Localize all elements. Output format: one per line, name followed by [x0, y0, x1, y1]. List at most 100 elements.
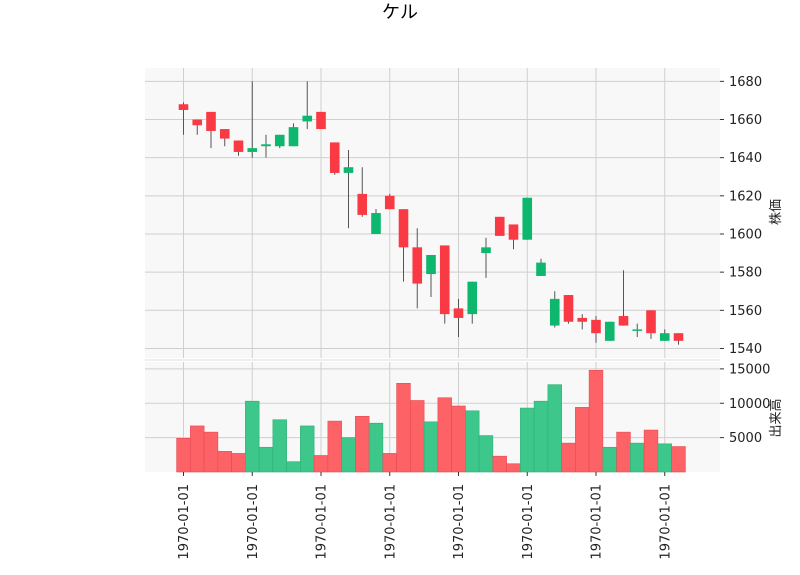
candle-body — [206, 111, 216, 131]
candle-body — [439, 245, 450, 315]
candle — [494, 216, 505, 236]
candle-body — [261, 144, 271, 147]
candle — [439, 245, 450, 324]
candle — [219, 129, 230, 147]
candle — [577, 314, 588, 330]
volume-bar — [643, 429, 659, 473]
candle-body — [494, 216, 505, 236]
x-tick-label: 1970-01-01 — [658, 484, 673, 560]
x-tick-label: 1970-01-01 — [246, 484, 261, 560]
candle — [371, 209, 381, 234]
candle-body — [632, 329, 643, 331]
candle — [233, 140, 244, 156]
candle — [481, 237, 491, 278]
volume-bar — [437, 397, 452, 473]
volume-axis-label: 出来高 — [768, 398, 784, 437]
candle-body — [549, 298, 560, 326]
x-axis: 1970-01-01 1970-01-01 1970-01-01 1970-01-01… — [177, 472, 673, 560]
candle — [453, 298, 464, 338]
price-tick-label: 1620 — [729, 189, 762, 204]
candle-body — [371, 213, 381, 234]
candle — [302, 81, 313, 130]
candle — [536, 258, 546, 276]
candle-body — [384, 195, 395, 210]
volume-tick-label: 15000 — [729, 362, 770, 377]
candle-body — [274, 134, 285, 147]
candle-body — [357, 193, 368, 215]
candle-body — [522, 197, 533, 240]
volume-bar — [616, 431, 631, 473]
volume-bar — [258, 446, 274, 473]
volume-bar — [575, 407, 590, 473]
candle — [274, 134, 285, 149]
candle-body — [481, 247, 491, 254]
candle — [247, 81, 258, 158]
volume-bar — [492, 455, 507, 473]
volume-bar — [410, 400, 425, 473]
candle-body — [453, 308, 464, 318]
candle-body — [288, 127, 299, 147]
candle-body — [178, 104, 189, 110]
volume-bar — [300, 425, 315, 473]
volume-bar — [231, 453, 246, 473]
candle — [646, 310, 656, 339]
price-tick-label: 1640 — [729, 151, 762, 166]
volume-bar — [478, 435, 494, 473]
candle-body — [591, 319, 601, 334]
volume-bar — [588, 369, 604, 473]
volume-tick-label: 10000 — [729, 397, 770, 412]
price-tick-label: 1600 — [729, 227, 762, 242]
volume-bar — [272, 419, 287, 473]
candle-body — [508, 224, 519, 240]
volume-bar — [286, 461, 301, 473]
x-tick-label: 1970-01-01 — [315, 484, 330, 560]
candle — [618, 270, 629, 326]
candle — [178, 102, 189, 135]
candle — [604, 321, 615, 341]
price-axis-label: 株価 — [769, 199, 784, 225]
volume-panel: 5000 10000 15000 — [145, 359, 770, 473]
candle-body — [426, 254, 436, 275]
volume-bar — [190, 425, 205, 473]
candle-body — [302, 115, 313, 122]
candle-body — [467, 281, 478, 315]
candle — [522, 197, 533, 240]
candle-body — [329, 142, 340, 173]
candle — [508, 224, 519, 250]
candle — [673, 333, 684, 345]
price-tick-label: 1560 — [729, 304, 762, 319]
candle-body — [247, 148, 258, 152]
price-tick-label: 1540 — [729, 342, 762, 357]
volume-bar — [520, 407, 535, 473]
price-tick-label: 1680 — [729, 75, 762, 90]
candle — [467, 281, 478, 324]
price-tick-label: 1580 — [729, 266, 762, 281]
volume-bar — [355, 416, 370, 473]
candle — [632, 323, 643, 338]
volume-bar — [368, 422, 384, 473]
candle-body — [219, 129, 230, 139]
volume-bar — [630, 442, 645, 473]
volume-bar — [506, 463, 521, 473]
volume-bar — [396, 383, 411, 473]
candle — [384, 193, 395, 210]
volume-bar — [533, 400, 549, 473]
candle-body — [233, 140, 244, 152]
candle-body — [563, 295, 574, 322]
candle-body — [412, 247, 423, 284]
candle — [288, 123, 299, 147]
x-tick-label: 1970-01-01 — [452, 484, 467, 560]
candle-body — [646, 310, 656, 334]
candle — [192, 119, 203, 135]
candle — [412, 228, 423, 309]
volume-bar — [657, 443, 672, 473]
volume-bar — [451, 405, 466, 473]
candle-body — [192, 119, 203, 126]
candle — [343, 150, 354, 229]
volume-bar — [561, 442, 576, 473]
x-tick-label: 1970-01-01 — [521, 484, 536, 560]
volume-bar — [203, 431, 219, 473]
volume-bar — [217, 451, 232, 473]
candle — [659, 329, 670, 341]
